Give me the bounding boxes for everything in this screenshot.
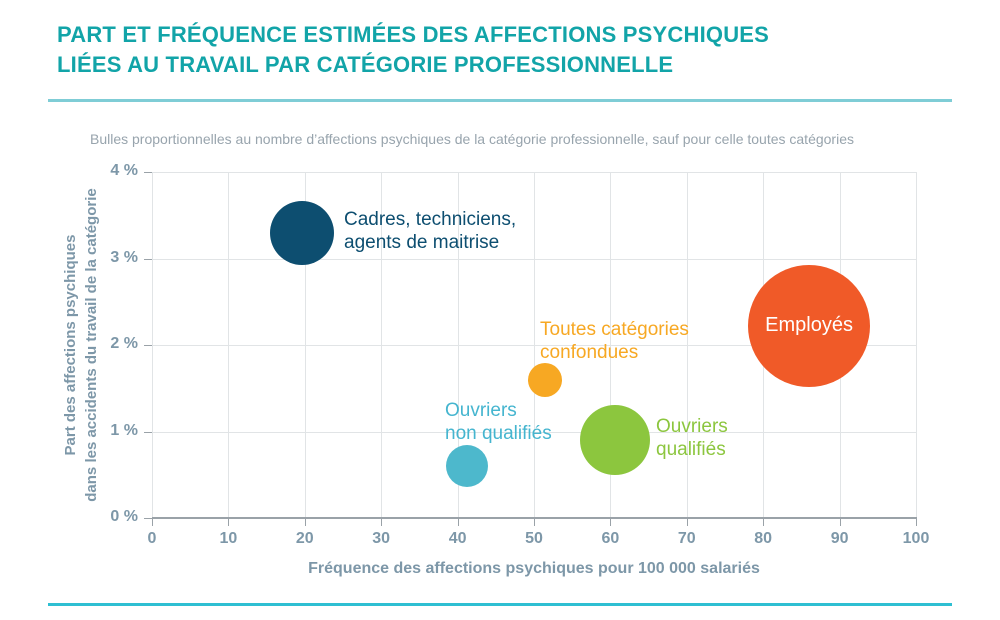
x-tick-mark <box>457 519 459 526</box>
bubble-label-line: Ouvriers <box>445 400 517 421</box>
x-tick-mark <box>381 519 383 526</box>
bubble-label-line: non qualifiés <box>445 423 552 444</box>
x-tick-label: 20 <box>295 530 314 547</box>
x-tick-label: 40 <box>448 530 467 547</box>
bubble-cadres <box>269 200 334 265</box>
bubble-label-employes: Employés <box>765 314 853 337</box>
bubble-chart-plot-area: Fréquence des affections psychiques pour… <box>110 162 929 577</box>
y-tick-mark <box>144 345 152 346</box>
x-tick-label: 0 <box>147 530 157 547</box>
y-tick-label: 2 % <box>110 335 138 352</box>
y-tick-mark <box>144 518 152 519</box>
x-tick-label: 50 <box>525 530 543 547</box>
bottom-divider <box>48 603 952 606</box>
x-tick-label: 10 <box>219 530 238 547</box>
bubble-label-cadres: Cadres, techniciens, agents de maitrise <box>344 208 516 254</box>
page-title-line2: LIÉES AU TRAVAIL PAR CATÉGORIE PROFESSIO… <box>57 52 674 77</box>
x-tick-mark <box>534 519 535 526</box>
x-tick-mark <box>152 519 153 526</box>
bubble-ouvriers-qualifies <box>579 405 650 476</box>
bubble-label-line: Cadres, techniciens, <box>344 209 517 230</box>
y-tick-label: 4 % <box>110 162 138 179</box>
bubble-label-line: Employés <box>765 314 853 337</box>
bubble-label-line: qualifiés <box>656 439 726 460</box>
bubble-label-line: Ouvriers <box>656 416 728 437</box>
bubble-label-ouvriers-non-qualifies: Ouvriers non qualifiés <box>445 399 552 445</box>
bubble-toutes-categories <box>528 362 563 397</box>
gridline-horizontal <box>152 431 916 433</box>
x-axis-title: Fréquence des affections psychiques pour… <box>308 560 760 577</box>
x-tick-label: 80 <box>754 530 773 547</box>
y-tick-label: 3 % <box>110 248 138 266</box>
x-tick-mark <box>228 519 230 526</box>
x-tick-label: 70 <box>677 530 696 547</box>
y-axis-title-line1: Part des affections psychiques <box>62 234 79 456</box>
bubble-label-line: confondues <box>540 342 639 363</box>
bubble-label-line: Toutes catégories <box>540 319 689 340</box>
page-title-line1: PART ET FRÉQUENCE ESTIMÉES DES AFFECTION… <box>57 22 770 47</box>
x-tick-label: 30 <box>372 530 391 547</box>
gridline-vertical <box>916 172 917 518</box>
y-tick-mark <box>144 172 152 173</box>
chart-subtitle: Bulles proportionnelles au nombre d’affe… <box>90 131 854 147</box>
x-axis-line <box>152 517 917 519</box>
x-tick-mark <box>916 519 917 526</box>
x-tick-label: 100 <box>902 530 930 547</box>
x-tick-label: 90 <box>830 530 849 547</box>
page-title: PART ET FRÉQUENCE ESTIMÉES DES AFFECTION… <box>57 20 769 80</box>
gridline-horizontal <box>152 172 916 173</box>
y-tick-label: 1 % <box>110 421 138 439</box>
x-tick-mark <box>839 519 841 526</box>
y-tick-mark <box>144 258 152 260</box>
bubble-label-line: agents de maitrise <box>344 232 500 253</box>
bubble-employes: Employés <box>748 264 871 387</box>
x-tick-mark <box>304 519 306 526</box>
x-tick-mark <box>610 519 612 526</box>
x-tick-mark <box>763 519 765 526</box>
bubble-label-ouvriers-qualifies: Ouvriers qualifiés <box>656 415 728 461</box>
bubble-label-toutes-categories: Toutes catégories confondues <box>540 318 689 364</box>
x-tick-mark <box>686 519 688 526</box>
gridline-horizontal <box>152 345 916 346</box>
top-divider <box>48 99 952 102</box>
y-tick-label: 0 % <box>110 508 138 525</box>
x-tick-label: 60 <box>601 530 620 547</box>
bubble-ouvriers-non-qualifies <box>445 445 488 488</box>
gridline-horizontal <box>152 258 916 260</box>
y-tick-mark <box>144 431 152 433</box>
